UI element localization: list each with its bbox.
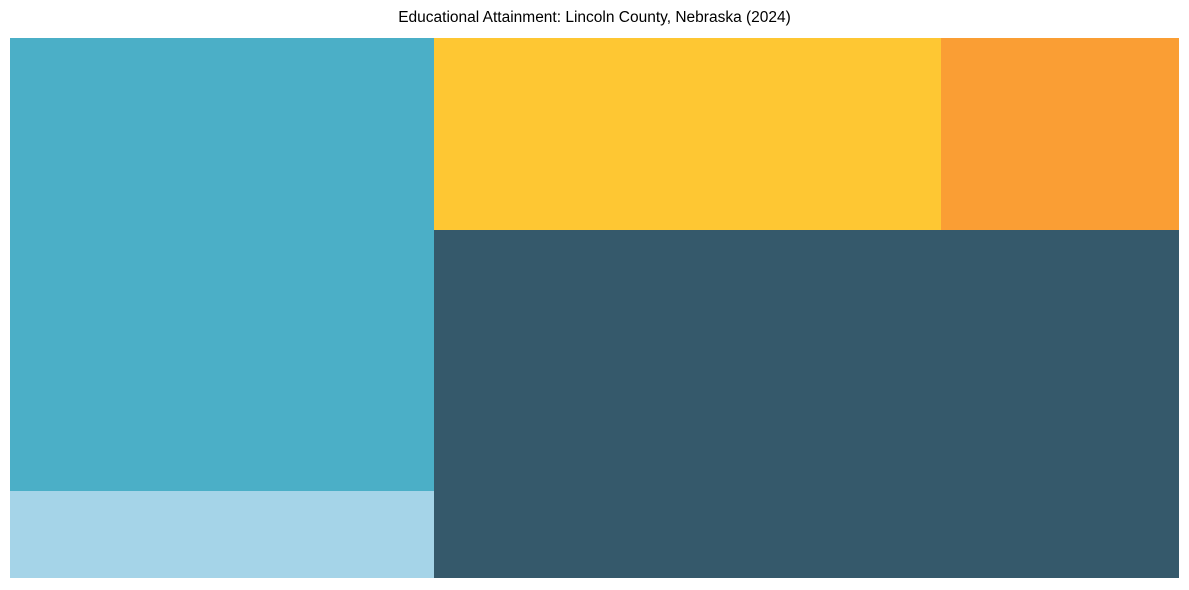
treemap-segment-segment-2[interactable] [10, 491, 434, 578]
treemap-segment-segment-4[interactable] [941, 38, 1179, 230]
chart-title: Educational Attainment: Lincoln County, … [398, 9, 791, 26]
treemap-segment-segment-5[interactable] [434, 230, 1179, 578]
treemap [10, 38, 1179, 578]
treemap-segment-segment-1[interactable] [10, 38, 434, 491]
treemap-segment-segment-3[interactable] [434, 38, 941, 230]
